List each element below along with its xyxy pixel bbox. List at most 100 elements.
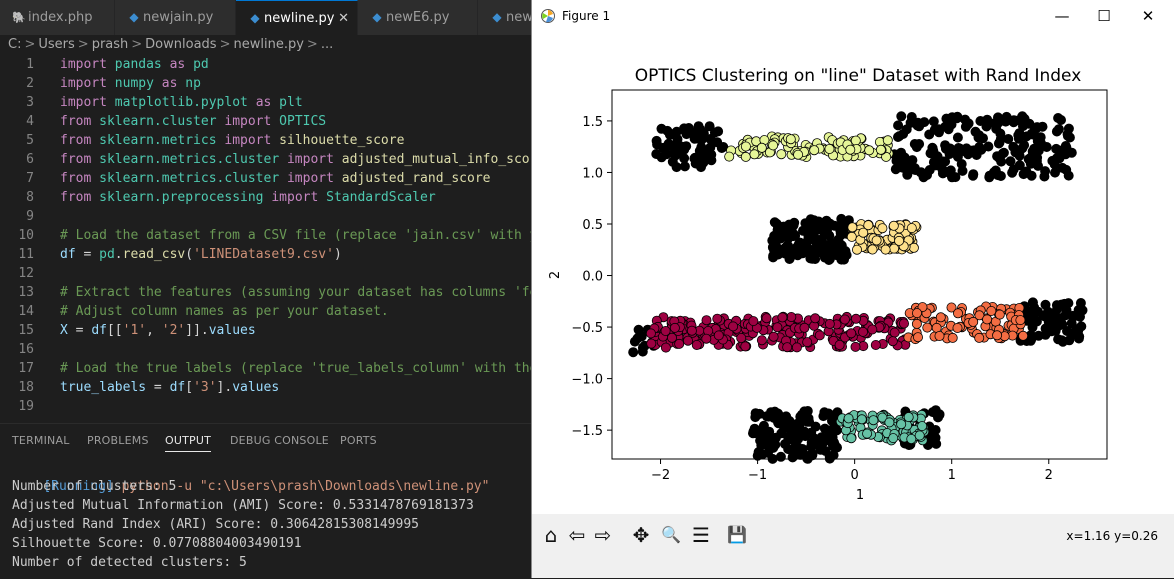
scatter-point	[954, 143, 965, 154]
figure-titlebar[interactable]: Figure 1 — ☐ ✕	[532, 0, 1174, 33]
code-token	[91, 133, 99, 148]
scatter-point	[935, 312, 946, 323]
code-line: 10 # Load the dataset from a CSV file (re…	[0, 226, 560, 245]
scatter-point	[671, 162, 682, 173]
scatter-point	[824, 318, 835, 329]
scatter-point	[712, 313, 723, 324]
code-line: 7 from sklearn.metrics.cluster import adj…	[0, 169, 560, 188]
zoom-icon[interactable]: 🔍	[661, 525, 681, 544]
line-number: 11	[18, 247, 34, 262]
breadcrumb-item[interactable]: newline.py	[233, 37, 304, 52]
code-token: import	[224, 133, 272, 148]
plot-canvas[interactable]: OPTICS Clustering on "line" Dataset with…	[532, 33, 1174, 514]
panel-tab-ports[interactable]: PORTS	[340, 434, 377, 447]
scatter-point	[768, 252, 779, 263]
home-icon[interactable]: ⌂	[544, 523, 558, 547]
breadcrumb-item[interactable]: Downloads	[145, 37, 217, 52]
running-tag: [Running]	[43, 479, 114, 494]
code-token	[107, 76, 115, 91]
code-token: =	[67, 323, 92, 338]
close-button[interactable]: ✕	[1141, 7, 1155, 25]
forward-icon[interactable]: ⇨	[594, 523, 612, 547]
scatter-point	[1059, 298, 1070, 309]
scatter-point	[993, 117, 1004, 128]
code-token: pandas	[114, 57, 162, 72]
scatter-point	[740, 341, 751, 352]
scatter-point	[970, 126, 981, 137]
scatter-point	[888, 220, 899, 231]
tab-newjain-py[interactable]: ◆ newjain.py	[115, 0, 236, 35]
scatter-point	[651, 135, 662, 146]
code-editor[interactable]: 1 import pandas as pd 2 import numpy as np 3…	[0, 55, 560, 417]
scatter-point	[864, 145, 875, 156]
scatter-point	[815, 444, 826, 455]
scatter-point	[957, 165, 968, 176]
scatter-point	[995, 170, 1006, 181]
configure-icon[interactable]: ☰	[692, 523, 710, 547]
panel-tab-terminal[interactable]: TERMINAL	[12, 434, 70, 447]
code-token: '3'	[193, 380, 217, 395]
scatter-point	[1054, 319, 1065, 330]
x-tick-label: 1	[948, 468, 956, 483]
scatter-point	[943, 123, 954, 134]
scatter-point	[906, 112, 917, 123]
scatter-point	[914, 430, 925, 441]
tab-label: newjain.py	[143, 10, 214, 25]
code-token	[91, 190, 99, 205]
scatter-point	[802, 405, 813, 416]
code-text: from sklearn.metrics import silhouette_s…	[60, 131, 404, 150]
code-text: import matplotlib.pyplot as plt	[60, 93, 303, 112]
maximize-button[interactable]: ☐	[1097, 7, 1111, 25]
panel-tab-debug-console[interactable]: DEBUG CONSOLE	[230, 434, 329, 447]
code-token: import	[286, 152, 334, 167]
panel-tab-output[interactable]: OUTPUT	[165, 434, 212, 452]
scatter-point	[1026, 311, 1037, 322]
scatter-point	[824, 218, 835, 229]
code-line: 6 from sklearn.metrics.cluster import adj…	[0, 150, 560, 169]
breadcrumb-item[interactable]: Users	[38, 37, 75, 52]
scatter-point	[952, 151, 963, 162]
breadcrumb-item[interactable]: ...	[320, 37, 334, 52]
tab-newline-py[interactable]: ◆ newline.py ✕	[236, 0, 358, 35]
python-icon: ◆	[250, 11, 260, 25]
scatter-point	[696, 144, 707, 155]
scatter-point	[802, 416, 813, 427]
breadcrumb: C: > Users > prash > Downloads > newline.py >...	[8, 35, 336, 55]
scatter-point	[1032, 122, 1043, 133]
scatter-point	[772, 322, 783, 333]
x-axis-label: 1	[856, 488, 864, 503]
scatter-point	[628, 347, 639, 358]
breadcrumb-item[interactable]: C:	[8, 37, 22, 52]
tab-newE6-py[interactable]: ◆ newE6.py	[358, 0, 478, 35]
scatter-point	[1051, 153, 1062, 164]
scatter-point	[824, 144, 835, 155]
breadcrumb-item[interactable]: prash	[91, 37, 129, 52]
scatter-point	[749, 149, 760, 160]
panel-tab-problems[interactable]: PROBLEMS	[87, 434, 149, 447]
back-icon[interactable]: ⇦	[568, 523, 586, 547]
scatter-point	[940, 143, 951, 154]
scatter-point	[713, 126, 724, 137]
scatter-point	[1005, 156, 1016, 167]
line-number: 12	[18, 266, 34, 281]
code-text: # Extract the features (assuming your da…	[60, 283, 560, 302]
line-number: 17	[18, 361, 34, 376]
line-number: 6	[26, 152, 34, 167]
code-token	[185, 57, 193, 72]
scatter-point	[713, 330, 724, 341]
scatter-point	[867, 244, 878, 255]
code-line: 2 import numpy as np	[0, 74, 560, 93]
tab-index-php[interactable]: 🐘 index.php	[0, 0, 115, 35]
scatter-point	[974, 310, 985, 321]
code-text: import pandas as pd	[60, 55, 209, 74]
code-token: import	[271, 190, 319, 205]
scatter-point	[749, 423, 760, 434]
close-tab-icon[interactable]: ✕	[338, 11, 349, 26]
code-token: as	[161, 76, 178, 91]
output-line: Silhouette Score: 0.07708804003490191	[12, 536, 302, 551]
code-token	[91, 171, 99, 186]
pan-icon[interactable]: ✥	[632, 523, 650, 547]
minimize-button[interactable]: —	[1054, 7, 1070, 25]
save-icon[interactable]: 💾	[727, 525, 747, 544]
code-token: df	[91, 323, 107, 338]
